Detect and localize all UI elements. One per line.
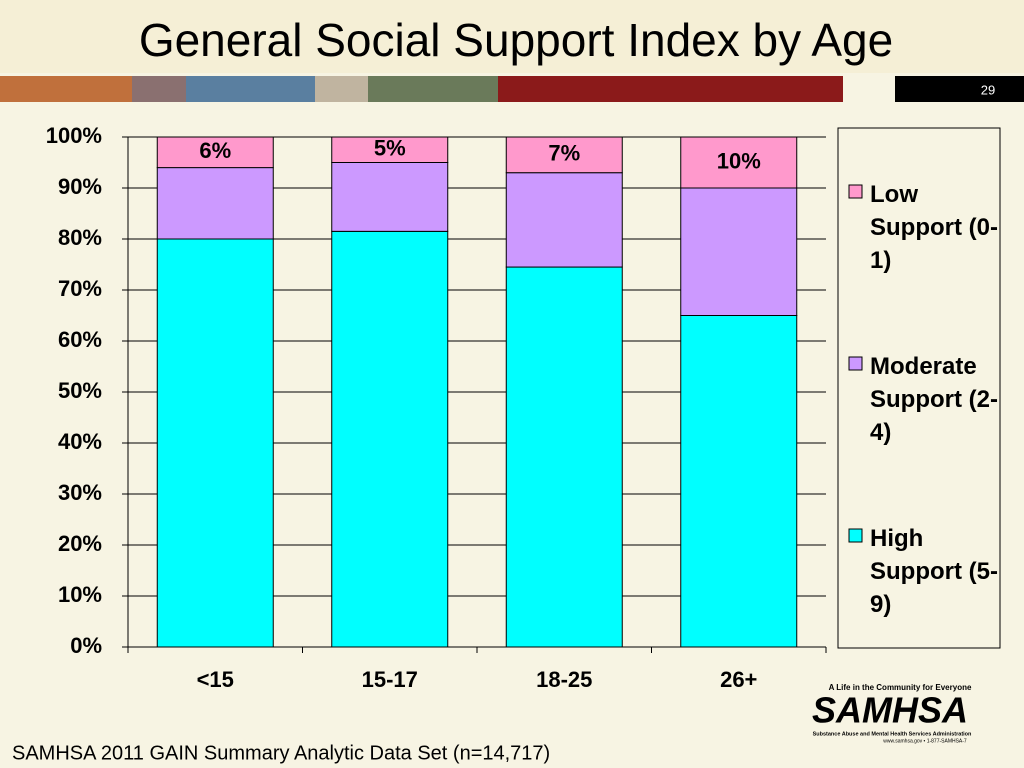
x-tick-label: 15-17	[362, 667, 418, 692]
x-tick-label: 18-25	[536, 667, 592, 692]
logo-subtitle: Substance Abuse and Mental Health Servic…	[813, 731, 972, 737]
bar-segment	[156, 238, 274, 648]
y-tick-label: 50%	[58, 378, 102, 403]
y-tick-label: 40%	[58, 429, 102, 454]
data-label: 7%	[548, 141, 580, 166]
bar-segment	[680, 315, 798, 648]
legend-label: High Support (5-9)	[870, 525, 998, 618]
title-bar	[0, 0, 1024, 73]
legend-swatch	[848, 184, 863, 199]
bar-segment	[331, 230, 449, 648]
color-strip	[0, 76, 1024, 102]
y-tick-label: 30%	[58, 480, 102, 505]
bar-segment	[156, 167, 274, 240]
y-tick-label: 0%	[70, 633, 102, 658]
chart-title: General Social Support Index by Age	[139, 14, 893, 66]
y-tick-label: 20%	[58, 531, 102, 556]
data-label: 10%	[717, 148, 761, 173]
bar-segment	[505, 136, 623, 174]
bar-segment	[505, 172, 623, 268]
bar-segment	[156, 136, 274, 169]
bar-segment	[680, 187, 798, 316]
bar-segment	[505, 266, 623, 648]
legend-box	[837, 127, 1001, 649]
y-tick-label: 70%	[58, 276, 102, 301]
bar-segment	[331, 136, 449, 163]
logo-tagline: A Life in the Community for Everyone	[829, 683, 972, 692]
data-label: 5%	[374, 136, 406, 161]
source: SAMHSA 2011 GAIN Summary Analytic Data S…	[12, 742, 550, 764]
x-tick-label: 26+	[720, 667, 757, 692]
y-tick-label: 10%	[58, 582, 102, 607]
data-label: 6%	[199, 138, 231, 163]
x-tick-label: <15	[197, 667, 234, 692]
slide-number: 29	[981, 82, 995, 97]
legend-swatch	[848, 356, 863, 371]
y-tick-label: 100%	[46, 123, 102, 148]
y-tick-label: 80%	[58, 225, 102, 250]
legend-label: Moderate Support (2-4)	[870, 353, 998, 446]
y-tick-label: 60%	[58, 327, 102, 352]
bar-segment	[680, 136, 798, 189]
legend-swatch	[848, 528, 863, 543]
bar-segment	[331, 162, 449, 232]
y-tick-label: 90%	[58, 174, 102, 199]
legend-label: Low Support (0-1)	[870, 181, 998, 274]
logo-name: SAMHSA	[812, 690, 968, 731]
logo-contact: www.samhsa.gov • 1-877-SAMHSA-7	[883, 738, 967, 744]
